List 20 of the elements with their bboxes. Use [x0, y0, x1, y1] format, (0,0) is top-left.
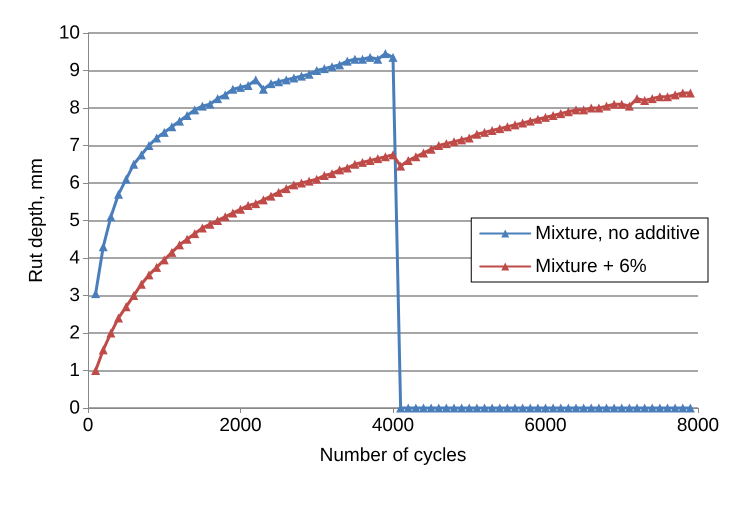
legend-label: Mixture + 6% — [535, 256, 647, 277]
y-tick-label: 5 — [69, 210, 80, 231]
x-tick-label: 6000 — [524, 415, 567, 436]
y-tick-label: 10 — [58, 22, 80, 44]
y-tick-label: 6 — [69, 172, 80, 194]
y-tick-label: 2 — [69, 322, 80, 344]
x-tick-label: 4000 — [372, 415, 414, 436]
x-axis-title: Number of cycles — [320, 445, 466, 466]
x-tick-label: 0 — [82, 415, 94, 436]
x-tick-label: 2000 — [219, 415, 262, 436]
y-tick-label: 0 — [69, 398, 80, 418]
y-tick-label: 3 — [69, 285, 80, 306]
legend-label: Mixture, no additive — [535, 223, 700, 244]
y-tick-label: 4 — [69, 248, 80, 268]
y-tick-label: 8 — [69, 98, 80, 118]
y-tick-label: 7 — [69, 135, 80, 156]
y-tick-label: 1 — [69, 360, 80, 381]
y-axis-title: Rut depth, mm — [26, 158, 47, 283]
x-tick-label: 8000 — [676, 415, 720, 436]
y-tick-label: 9 — [69, 60, 80, 81]
